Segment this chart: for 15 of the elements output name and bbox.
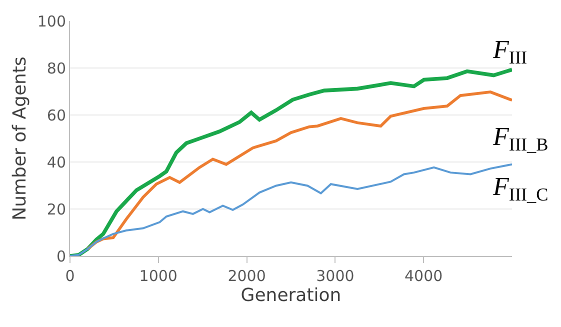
x-tick-label: 3000 [316,267,354,285]
y-tick-label: 0 [56,247,66,266]
x-tick-label: 1000 [139,267,178,285]
y-tick-label: 60 [46,106,66,124]
y-tick-label: 20 [46,200,66,218]
y-axis-title: Number of Agents [10,56,31,220]
x-axis-title: Generation [240,285,342,306]
series-label: F$_{III}$ [492,35,528,68]
y-tick-label: 40 [46,153,66,172]
y-tick-label: 80 [46,59,66,78]
series-label: F$_{III_B}$ [492,122,548,154]
x-tick-label: 4000 [404,267,443,285]
series-label: F$_{III_C}$ [492,172,548,204]
x-tick-label: 2000 [228,267,266,285]
y-tick-label: 100 [37,12,66,30]
